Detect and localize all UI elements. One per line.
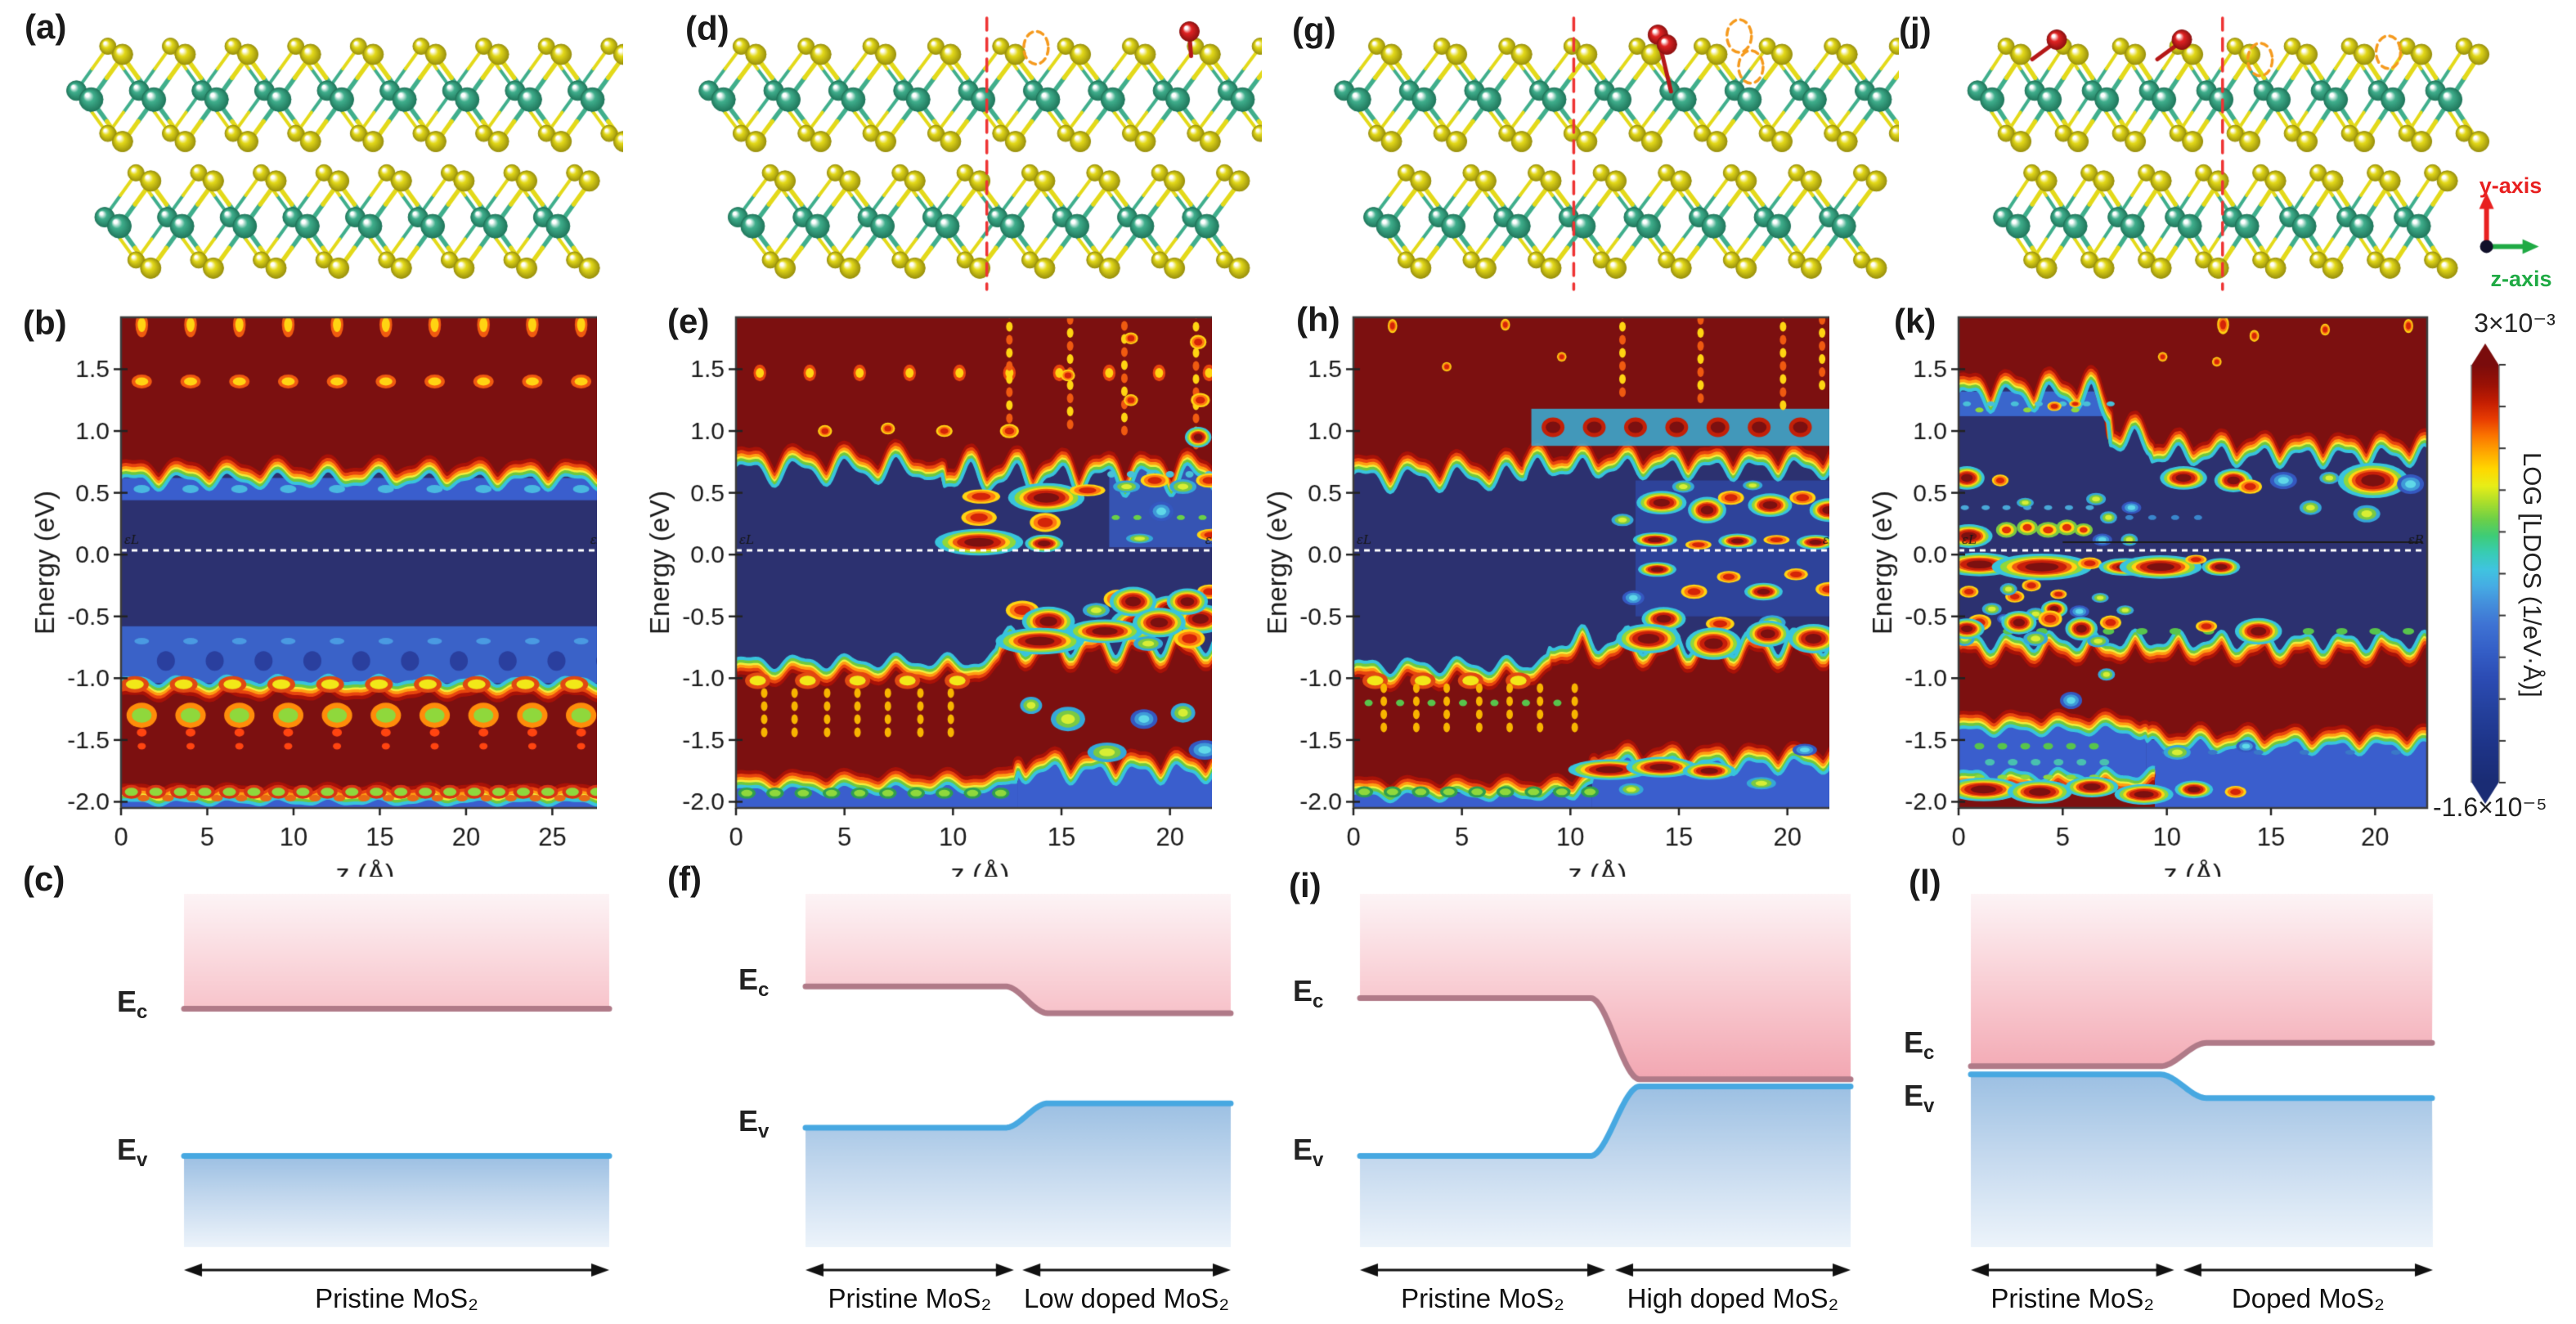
panel-label-l: (l) — [1909, 863, 1941, 901]
heatmap-canvas-k — [1862, 304, 2435, 877]
panel-label-e: (e) — [667, 302, 710, 340]
band-diagram-canvas-i — [1350, 887, 1860, 1317]
band-diagram-canvas-l — [1961, 887, 2443, 1317]
region-label: Pristine MoS₂ — [315, 1283, 478, 1313]
band-diagram-canvas-c — [174, 887, 619, 1317]
ev-label: Ev — [1293, 1132, 1324, 1171]
region-label: Doped MoS₂ — [2231, 1283, 2385, 1313]
colorbar-canvas — [2460, 337, 2525, 810]
y-axis-label: y-axis — [2479, 173, 2542, 198]
colorbar-max-label: 3×10⁻³ — [2474, 308, 2556, 338]
heatmap-canvas-e — [640, 304, 1212, 877]
region-label: Low doped MoS₂ — [1023, 1283, 1230, 1313]
panel-label-b: (b) — [23, 303, 67, 342]
region-label: Pristine MoS₂ — [1990, 1283, 2155, 1313]
panel-label-i: (i) — [1289, 866, 1322, 904]
structure-canvas-g — [1318, 7, 1899, 301]
region-label: High doped MoS₂ — [1627, 1283, 1839, 1313]
heatmap-canvas-h — [1257, 304, 1829, 877]
panel-label-j: (j) — [1899, 11, 1932, 49]
ec-label: Ec — [1904, 1026, 1935, 1065]
panel-label-c: (c) — [23, 859, 65, 898]
structure-canvas-d — [683, 7, 1262, 301]
panel-label-a: (a) — [25, 7, 67, 46]
band-diagram-canvas-f — [796, 887, 1241, 1317]
region-label: Pristine MoS₂ — [1401, 1283, 1564, 1313]
ev-label: Ev — [117, 1132, 148, 1171]
ev-label: Ev — [1904, 1078, 1935, 1118]
ec-label: Ec — [1293, 974, 1324, 1013]
ev-label: Ev — [738, 1103, 770, 1143]
region-label: Pristine MoS₂ — [828, 1283, 992, 1313]
ec-label: Ec — [738, 963, 770, 1002]
panel-label-f: (f) — [667, 859, 702, 898]
ec-label: Ec — [117, 985, 148, 1024]
panel-label-d: (d) — [685, 9, 729, 47]
panel-label-h: (h) — [1296, 300, 1340, 339]
structure-canvas-j — [1950, 7, 2576, 301]
z-axis-label: z-axis — [2490, 267, 2552, 291]
panel-label-g: (g) — [1292, 11, 1336, 49]
panel-label-k: (k) — [1894, 302, 1936, 340]
heatmap-canvas-b — [25, 304, 597, 877]
colorbar-axis-label: LOG [LDOS (1/eV·Å)] — [2518, 451, 2547, 698]
colorbar-min-label: -1.6×10⁻⁵ — [2433, 792, 2547, 822]
structure-canvas-a — [51, 7, 623, 301]
